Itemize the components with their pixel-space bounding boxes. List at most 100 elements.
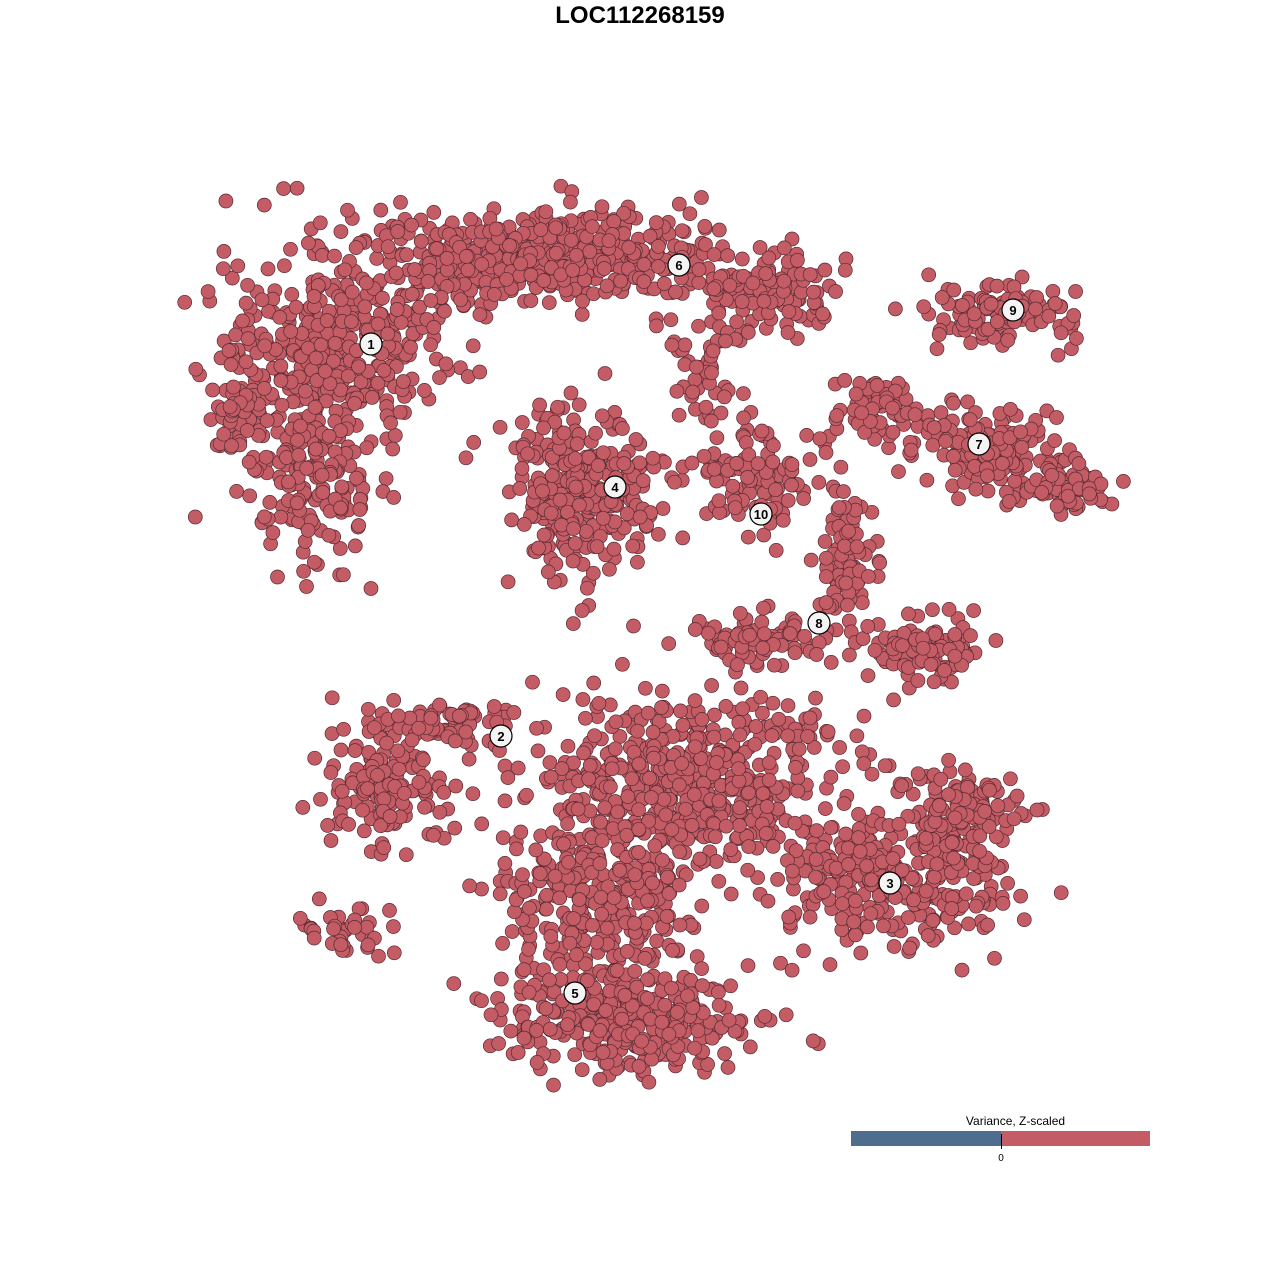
data-point xyxy=(781,304,797,319)
data-point xyxy=(352,502,368,517)
data-point xyxy=(296,563,311,579)
data-point xyxy=(711,493,727,509)
data-point xyxy=(556,425,572,441)
data-point xyxy=(333,500,348,516)
data-point xyxy=(933,771,949,787)
data-point xyxy=(706,281,722,297)
data-point xyxy=(692,851,708,867)
data-point xyxy=(474,816,490,832)
data-point xyxy=(659,909,675,924)
data-point xyxy=(625,538,641,554)
data-point xyxy=(602,561,617,577)
data-point xyxy=(543,929,559,944)
data-point xyxy=(585,565,601,581)
data-point xyxy=(398,847,414,863)
data-point xyxy=(687,739,703,755)
data-point xyxy=(619,506,635,522)
data-point xyxy=(784,962,800,978)
data-point xyxy=(709,430,725,446)
data-point xyxy=(560,1017,575,1033)
data-point xyxy=(446,976,462,991)
data-point xyxy=(758,826,774,841)
data-point xyxy=(340,202,355,218)
data-point xyxy=(926,674,942,690)
data-point xyxy=(835,759,850,775)
data-point xyxy=(954,962,970,978)
data-point xyxy=(713,639,729,655)
data-point xyxy=(563,385,579,401)
data-point xyxy=(340,368,356,384)
data-point xyxy=(823,655,839,670)
data-point xyxy=(594,408,610,424)
data-point xyxy=(776,240,792,256)
data-point xyxy=(315,485,331,500)
cluster-label-text: 2 xyxy=(497,729,504,744)
data-point xyxy=(835,896,850,912)
data-point xyxy=(802,909,818,925)
data-point xyxy=(177,294,193,310)
data-point xyxy=(391,708,406,724)
data-point xyxy=(373,202,389,218)
data-point xyxy=(818,569,834,585)
data-point xyxy=(324,690,340,706)
data-point xyxy=(655,501,671,516)
data-point xyxy=(723,886,739,902)
data-point xyxy=(885,424,901,440)
data-point xyxy=(355,802,370,818)
data-point xyxy=(256,381,272,396)
data-point xyxy=(840,597,855,613)
data-point xyxy=(492,419,508,435)
data-point xyxy=(891,816,907,832)
data-point xyxy=(929,341,945,357)
data-point xyxy=(982,782,997,798)
data-point xyxy=(615,656,630,672)
data-point xyxy=(729,314,744,330)
data-point xyxy=(818,550,834,566)
data-point xyxy=(510,1045,526,1060)
data-point xyxy=(631,1059,647,1074)
data-point xyxy=(631,802,646,818)
data-point xyxy=(423,293,439,308)
data-point xyxy=(327,248,342,264)
data-point xyxy=(672,917,688,933)
data-point xyxy=(852,844,868,859)
data-point xyxy=(797,628,812,644)
data-point xyxy=(326,921,341,937)
data-point xyxy=(472,364,488,380)
data-point xyxy=(711,305,727,321)
data-point xyxy=(502,238,517,253)
data-point xyxy=(694,961,709,976)
data-point xyxy=(463,212,478,227)
data-point xyxy=(530,743,546,759)
data-point xyxy=(351,518,367,533)
data-point xyxy=(787,815,803,831)
data-point xyxy=(637,951,653,966)
data-point xyxy=(694,712,710,727)
data-point xyxy=(846,914,862,930)
data-point xyxy=(918,830,934,846)
data-point xyxy=(284,287,300,302)
data-point xyxy=(838,575,854,591)
data-point xyxy=(542,972,557,988)
data-point xyxy=(903,442,919,458)
data-point xyxy=(906,892,921,908)
data-point xyxy=(720,248,736,263)
data-point xyxy=(646,750,662,766)
data-point xyxy=(439,251,455,266)
data-point xyxy=(741,839,757,854)
data-point xyxy=(403,339,418,355)
data-point xyxy=(687,622,703,637)
data-point xyxy=(606,214,622,229)
data-point xyxy=(860,668,876,683)
data-point xyxy=(516,962,532,977)
data-point xyxy=(1028,301,1043,317)
data-point xyxy=(333,292,349,308)
data-point xyxy=(627,963,643,979)
data-point xyxy=(382,809,398,824)
data-point xyxy=(215,261,231,277)
data-point xyxy=(731,761,746,777)
data-point xyxy=(513,824,529,840)
data-point xyxy=(980,468,995,484)
data-point xyxy=(448,778,464,794)
data-point xyxy=(187,509,203,525)
